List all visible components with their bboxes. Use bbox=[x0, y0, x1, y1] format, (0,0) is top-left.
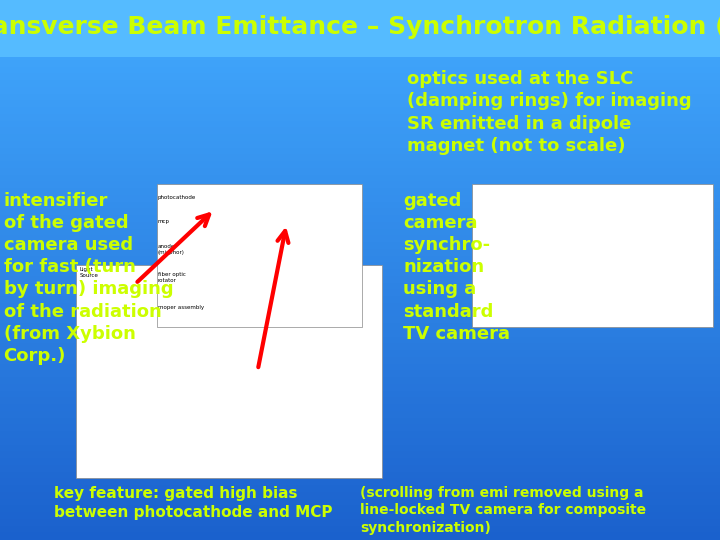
Bar bbox=[0, 384, 720, 391]
Bar bbox=[0, 237, 720, 243]
Bar bbox=[0, 122, 720, 128]
Bar bbox=[0, 47, 720, 54]
Bar bbox=[0, 459, 720, 465]
Bar bbox=[0, 102, 720, 108]
Bar bbox=[0, 222, 720, 230]
Bar bbox=[0, 500, 720, 507]
Bar bbox=[0, 303, 720, 310]
Bar bbox=[0, 60, 720, 68]
Bar bbox=[0, 493, 720, 500]
Bar bbox=[0, 230, 720, 237]
Bar bbox=[157, 184, 362, 327]
Bar bbox=[0, 472, 720, 480]
Bar bbox=[0, 291, 720, 297]
Bar bbox=[0, 162, 720, 168]
Bar bbox=[0, 54, 720, 60]
Bar bbox=[0, 317, 720, 324]
Bar bbox=[0, 438, 720, 445]
Bar bbox=[0, 345, 720, 351]
Bar bbox=[0, 507, 720, 513]
Bar bbox=[0, 411, 720, 418]
Bar bbox=[0, 195, 720, 202]
Bar bbox=[472, 184, 713, 327]
Bar bbox=[0, 27, 720, 33]
Bar bbox=[0, 94, 720, 102]
Bar bbox=[0, 297, 720, 303]
Text: gated
camera
synchro-
nization
using a
standard
TV camera: gated camera synchro- nization using a s… bbox=[403, 192, 510, 343]
Bar bbox=[0, 249, 720, 256]
Bar bbox=[0, 276, 720, 284]
Bar bbox=[0, 156, 720, 162]
Bar bbox=[0, 270, 720, 276]
Bar bbox=[0, 6, 720, 14]
Bar bbox=[0, 0, 720, 6]
Bar bbox=[0, 486, 720, 492]
Bar bbox=[0, 14, 720, 20]
Text: Transverse Beam Emittance – Synchrotron Radiation (2): Transverse Beam Emittance – Synchrotron … bbox=[0, 15, 720, 39]
Bar bbox=[0, 189, 720, 195]
Text: photocathode: photocathode bbox=[158, 195, 197, 200]
Bar bbox=[0, 87, 720, 94]
Bar bbox=[0, 284, 720, 291]
Text: fiber optic
rotator: fiber optic rotator bbox=[158, 272, 186, 283]
Bar bbox=[0, 256, 720, 263]
Bar bbox=[0, 183, 720, 189]
Bar bbox=[0, 338, 720, 345]
Bar bbox=[0, 372, 720, 378]
Bar bbox=[0, 392, 720, 399]
Bar bbox=[0, 40, 720, 47]
Bar bbox=[0, 324, 720, 330]
Bar bbox=[0, 202, 720, 209]
Bar bbox=[0, 351, 720, 357]
Bar bbox=[0, 33, 720, 40]
Bar bbox=[0, 74, 720, 81]
Bar bbox=[0, 243, 720, 249]
Bar bbox=[0, 115, 720, 122]
Bar bbox=[0, 68, 720, 74]
Bar bbox=[0, 519, 720, 526]
Bar bbox=[0, 405, 720, 411]
Text: mcp: mcp bbox=[158, 219, 170, 225]
Bar bbox=[0, 135, 720, 141]
Text: optics used at the SLC
(damping rings) for imaging
SR emitted in a dipole
magnet: optics used at the SLC (damping rings) f… bbox=[407, 70, 691, 155]
Bar bbox=[0, 480, 720, 486]
Bar bbox=[0, 465, 720, 472]
Bar bbox=[0, 378, 720, 384]
Bar bbox=[0, 452, 720, 459]
Bar bbox=[0, 128, 720, 135]
Bar bbox=[0, 168, 720, 176]
Bar bbox=[0, 20, 720, 27]
Text: key feature: gated high bias
between photocathode and MCP: key feature: gated high bias between pho… bbox=[54, 486, 333, 519]
Bar bbox=[76, 265, 382, 478]
Text: Light
Source: Light Source bbox=[79, 267, 98, 278]
Bar bbox=[0, 426, 720, 432]
Text: anode
(micphor): anode (micphor) bbox=[158, 244, 185, 254]
Text: moper assembly: moper assembly bbox=[158, 305, 204, 310]
Bar bbox=[0, 148, 720, 156]
Bar bbox=[0, 358, 720, 365]
Bar bbox=[0, 526, 720, 534]
Bar bbox=[0, 399, 720, 405]
Text: intensifier
of the gated
camera used
for fast (turn
by turn) imaging
of the radi: intensifier of the gated camera used for… bbox=[4, 192, 174, 365]
Bar bbox=[0, 263, 720, 270]
Bar bbox=[0, 310, 720, 317]
Bar bbox=[0, 81, 720, 87]
Bar bbox=[0, 176, 720, 183]
Bar bbox=[0, 432, 720, 438]
Bar bbox=[0, 108, 720, 115]
Bar bbox=[0, 0, 720, 57]
Bar bbox=[0, 330, 720, 338]
Bar bbox=[0, 513, 720, 519]
Bar bbox=[0, 446, 720, 453]
Bar bbox=[0, 418, 720, 426]
Bar bbox=[0, 209, 720, 216]
Bar bbox=[0, 364, 720, 372]
Bar bbox=[0, 141, 720, 149]
Bar bbox=[0, 216, 720, 222]
Bar bbox=[0, 534, 720, 540]
Text: (scrolling from emi removed using a
line-locked TV camera for composite
synchron: (scrolling from emi removed using a line… bbox=[360, 486, 646, 535]
